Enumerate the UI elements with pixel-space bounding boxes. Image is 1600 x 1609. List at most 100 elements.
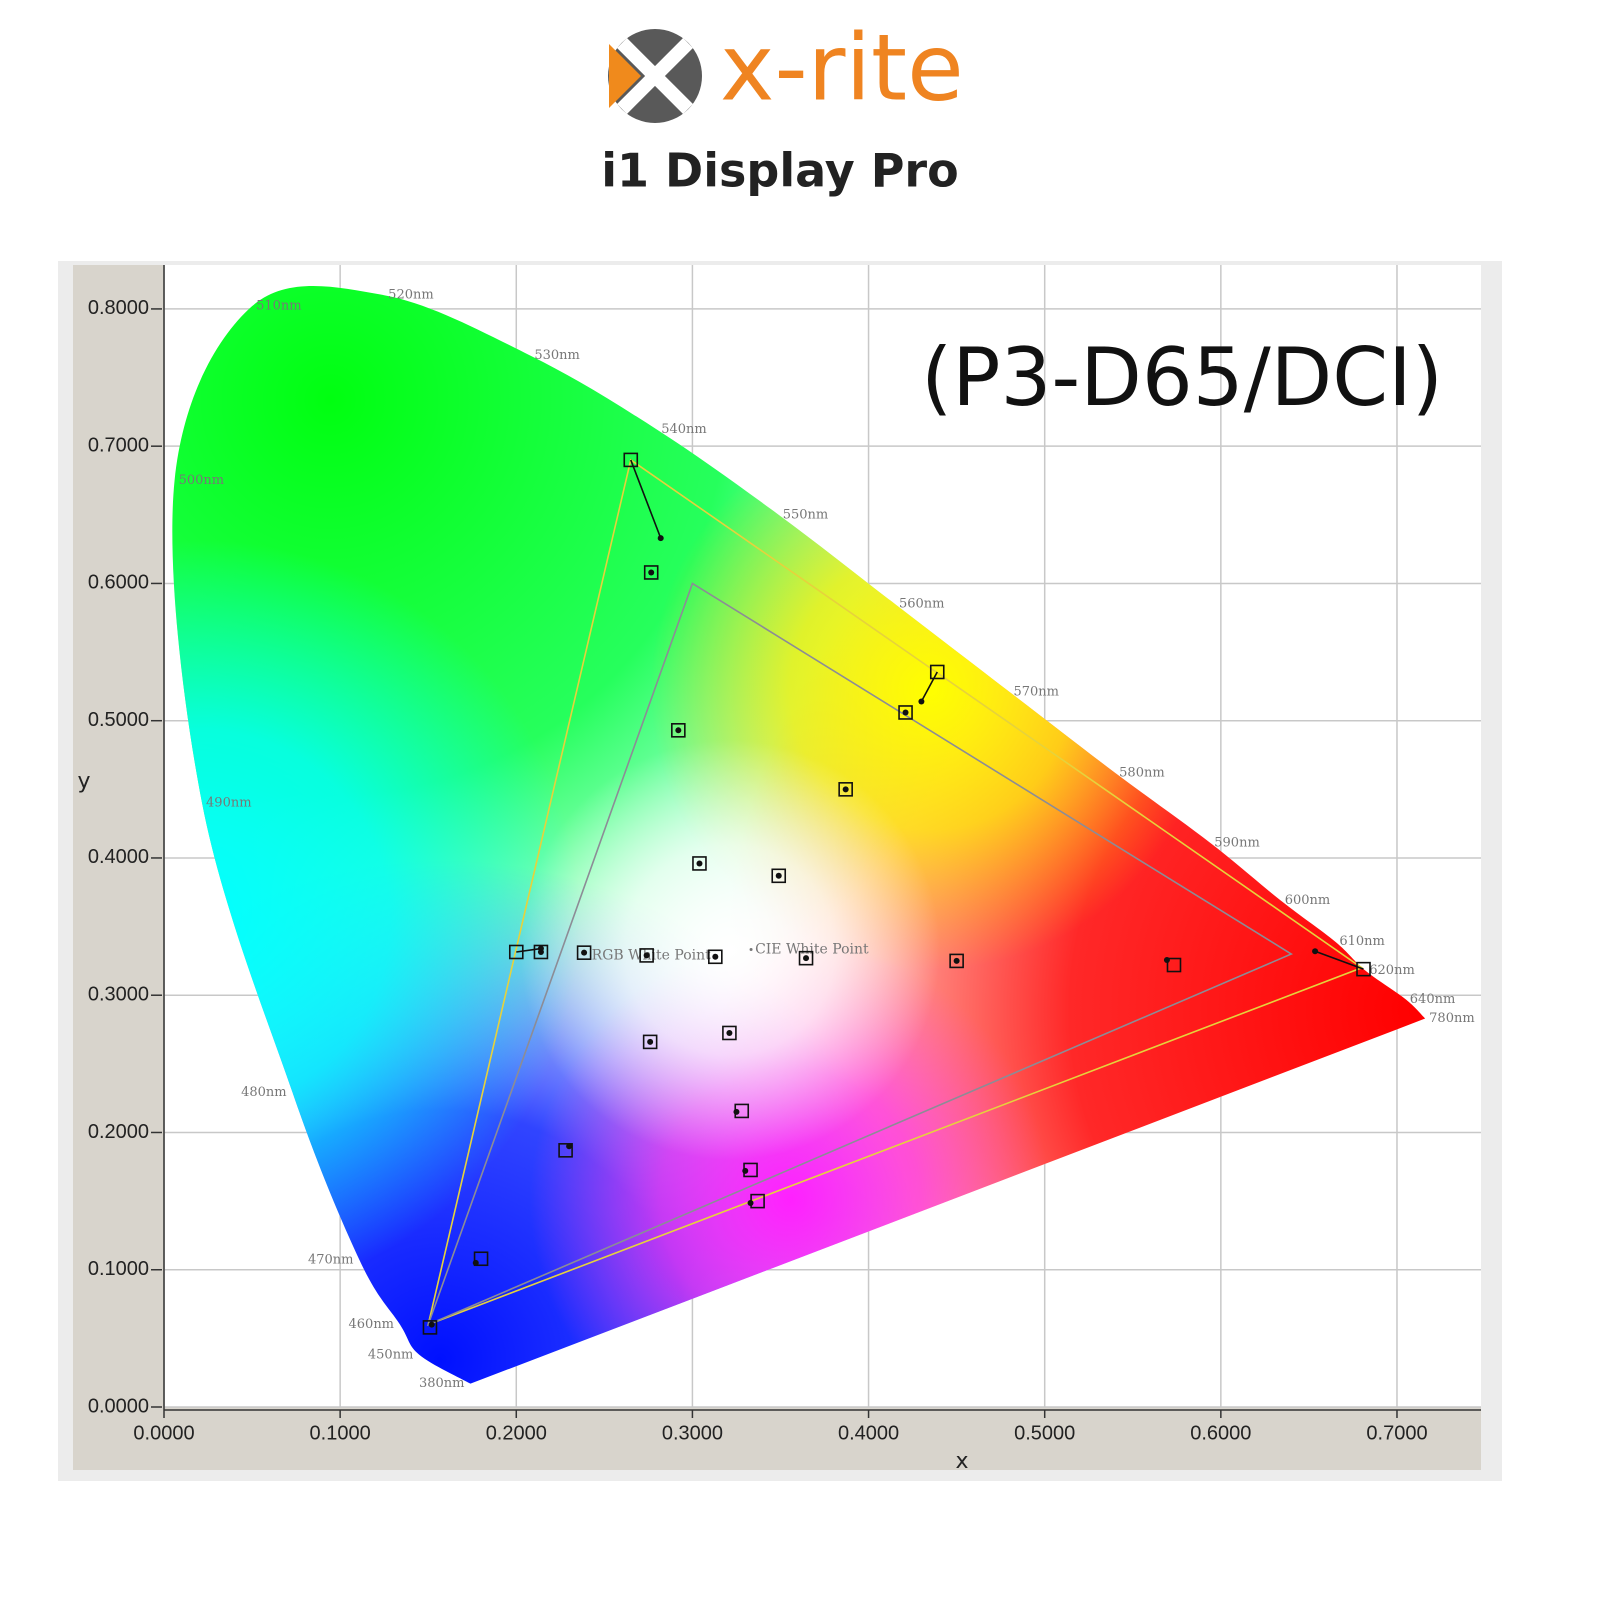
measured-patch [842, 786, 849, 793]
x-tick-label: 0.0000 [133, 1422, 194, 1444]
wavelength-label: 580nm [1119, 765, 1165, 780]
target-patch [508, 944, 524, 960]
target-patch [639, 948, 654, 963]
white-point-label: CIE White Point [755, 942, 869, 958]
measured-patch [902, 709, 909, 716]
logo-icon-cross [617, 38, 693, 114]
target-patch [771, 868, 787, 884]
wavelength-label: 590nm [1214, 835, 1260, 850]
measured-patch [918, 698, 925, 705]
target-patch [623, 452, 639, 468]
y-tick-label: 0.1000 [88, 1258, 149, 1280]
error-connector [516, 947, 542, 953]
gamut-triangle [426, 582, 1294, 1327]
measured-patch [472, 1259, 479, 1266]
wavelength-label: 520nm [388, 288, 434, 303]
wavelength-label: 780nm [1429, 1011, 1475, 1026]
measured-patch [675, 727, 682, 734]
x-tick-label: 0.7000 [1366, 1422, 1427, 1444]
x-tick-label: 0.3000 [662, 1422, 723, 1444]
measured-patch [696, 860, 703, 867]
measured-patch [537, 948, 544, 955]
wavelength-label: 530nm [534, 348, 580, 363]
y-tick-label: 0.8000 [88, 297, 149, 319]
chart-title: (P3-D65/DCI) [921, 331, 1443, 424]
target-patch [929, 664, 945, 680]
x-tick-label: 0.5000 [1014, 1422, 1075, 1444]
wavelength-label: 540nm [661, 422, 707, 437]
wavelength-label: 640nm [1410, 992, 1456, 1007]
measured-patch [428, 1321, 435, 1328]
target-patch [722, 1025, 737, 1041]
white-point [749, 948, 753, 952]
error-connector [920, 671, 938, 702]
target-patch [576, 945, 592, 960]
measured-patch [742, 1167, 749, 1174]
measured-patch [566, 1143, 573, 1150]
marks: 380nm 450nm 460nm 470nm 480nm 490nm 500nm 510nm… [179, 288, 1475, 1391]
wavelength-label: 560nm [899, 597, 945, 612]
target-patch [642, 1034, 658, 1050]
product-name: i1 Display Pro [601, 144, 958, 198]
y-tick-label: 0.2000 [88, 1121, 149, 1143]
measured-patch [1163, 956, 1170, 963]
wavelength-label: 380nm [419, 1376, 465, 1391]
target-patch [1356, 961, 1371, 977]
measured-patch [712, 953, 719, 960]
target-patch [708, 949, 723, 965]
wavelength-label: 470nm [308, 1253, 354, 1268]
wavelength-label: 620nm [1369, 963, 1415, 978]
target-patch [898, 705, 913, 720]
logo: x-rite [608, 14, 964, 123]
target-patch [558, 1143, 573, 1158]
target-patch [949, 953, 964, 969]
x-tick-label: 0.6000 [1190, 1422, 1251, 1444]
measured-patch [726, 1029, 733, 1036]
target-patch [473, 1251, 489, 1267]
x-tick-label: 0.4000 [838, 1422, 899, 1444]
target-patch [422, 1320, 438, 1335]
y-tick-label: 0.7000 [88, 434, 149, 456]
target-patch [643, 565, 659, 580]
target-patch [838, 782, 853, 797]
measured-patch [581, 949, 588, 956]
gamut-triangle [427, 458, 1364, 1326]
target-patch [798, 950, 814, 966]
wavelength-label: 610nm [1339, 934, 1385, 949]
wavelength-label: 460nm [349, 1317, 395, 1332]
y-tick-label: 0.0000 [88, 1395, 149, 1417]
y-tick-label: 0.5000 [88, 709, 149, 731]
measured-patch [733, 1108, 740, 1115]
wavelength-label: 450nm [368, 1347, 414, 1362]
wavelength-label: 480nm [241, 1085, 287, 1100]
measured-patch [747, 1200, 754, 1207]
y-axis-label: y [77, 769, 90, 794]
target-patch [671, 723, 686, 738]
logo-icon-triangle [609, 44, 641, 108]
measured-patch [648, 569, 655, 576]
y-tick-label: 0.3000 [88, 984, 149, 1006]
measured-patch [647, 1038, 654, 1045]
x-tick-label: 0.2000 [486, 1422, 547, 1444]
measured-patch [953, 957, 960, 964]
white-point-label: RGB White Point [592, 947, 711, 963]
error-connector [630, 459, 662, 539]
measured-patch [775, 872, 782, 879]
wavelength-label: 600nm [1285, 893, 1331, 908]
measured-patch [657, 535, 664, 542]
wavelength-label: 570nm [1013, 684, 1059, 699]
y-tick-label: 0.4000 [88, 846, 149, 868]
measured-patch [643, 952, 650, 959]
brand: x-rite [720, 14, 964, 121]
wavelength-label: 490nm [206, 796, 252, 811]
measured-patch [1312, 948, 1319, 955]
target-patch [1166, 957, 1182, 973]
error-connector [1314, 950, 1364, 970]
wavelength-label: 510nm [256, 299, 302, 314]
target-patch [533, 944, 549, 960]
target-patch [692, 856, 707, 871]
y-tick-label: 0.6000 [88, 572, 149, 594]
x-axis-label: x [955, 1449, 968, 1474]
